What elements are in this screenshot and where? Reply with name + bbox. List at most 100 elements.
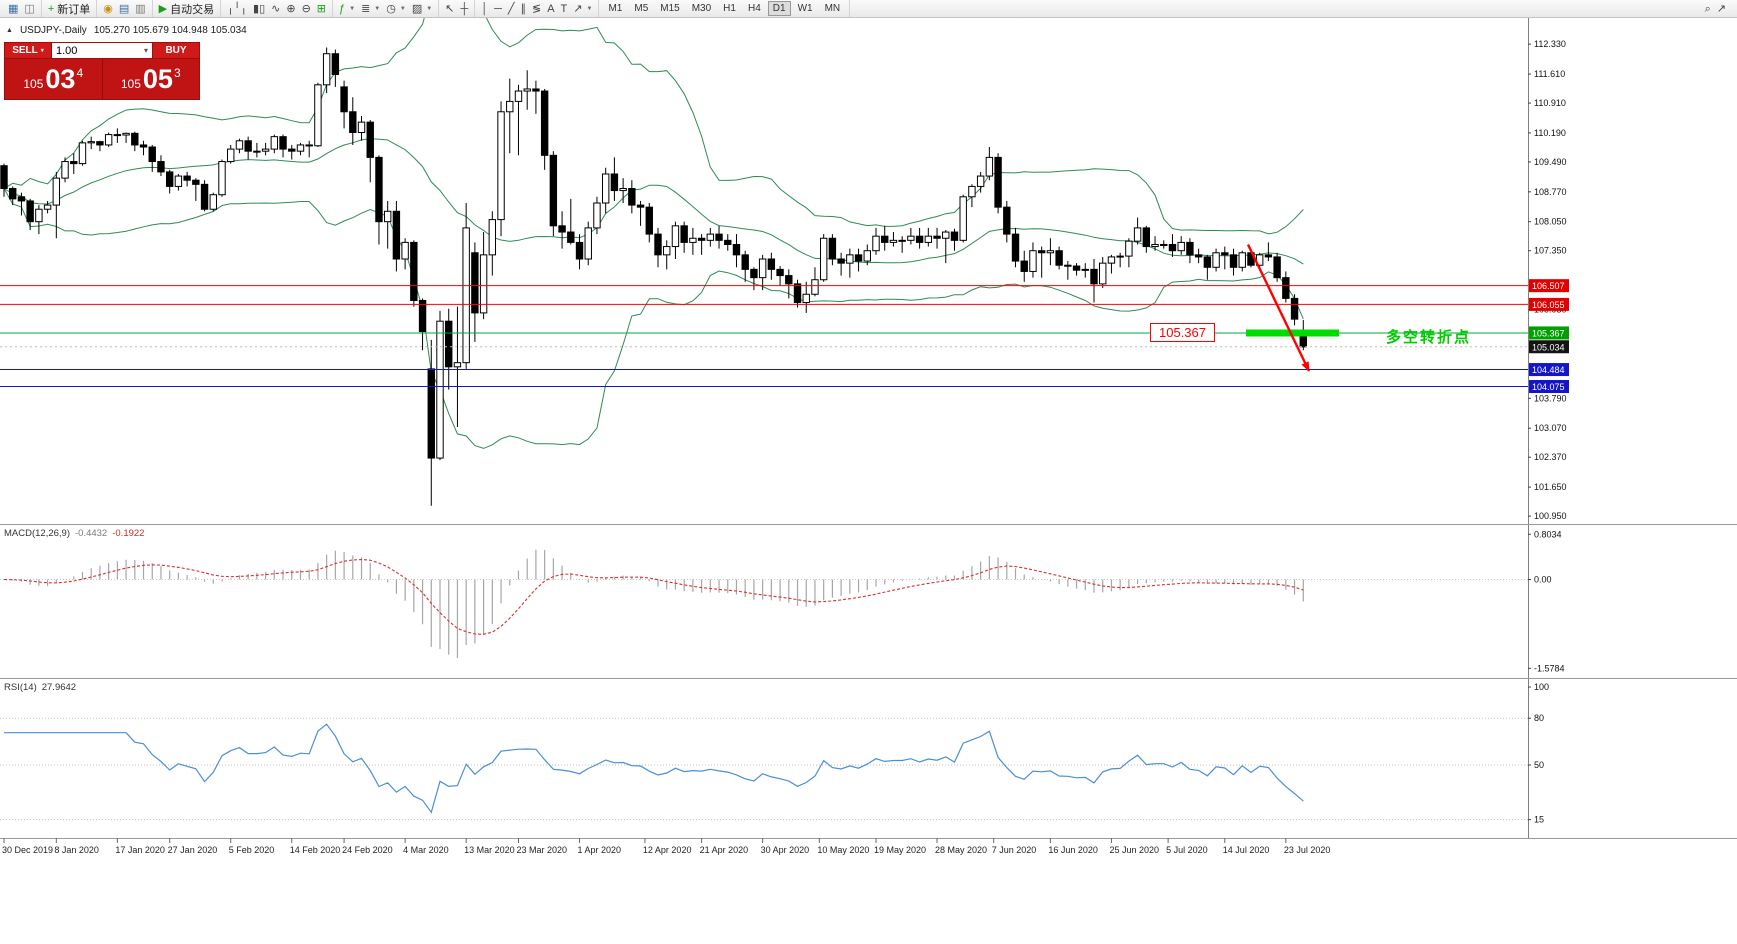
navigator-button[interactable]: ◉	[100, 1, 116, 17]
trade-panel-prices: 105 03 4 105 05 3	[4, 59, 200, 100]
profiles-button[interactable]: ◫	[21, 1, 37, 17]
macd-signal-line	[3, 558, 1304, 635]
autotrading-button-icon: ▶	[158, 2, 168, 15]
vertical-line-button[interactable]: │	[478, 1, 491, 17]
price-chart-canvas[interactable]: 112.330 111.610 110.910 110.190 109.490 108.7…	[0, 18, 1737, 944]
cursor-button[interactable]: ↖	[442, 1, 457, 17]
candle-body	[1203, 256, 1212, 268]
candle-body	[1107, 256, 1116, 264]
vertical-line-button-icon: │	[481, 2, 489, 15]
templates-button-dropdown-icon[interactable]: ▼	[426, 5, 433, 12]
candle-body	[1160, 243, 1168, 246]
terminal-button[interactable]: ▤	[116, 1, 132, 17]
channel-button[interactable]: ∥	[517, 1, 529, 17]
text-button[interactable]: A	[544, 1, 557, 17]
candle-body	[558, 225, 566, 233]
candle-body	[689, 237, 697, 243]
volume-value[interactable]: 1.00	[56, 44, 78, 57]
timeframe-d1-button[interactable]: D1	[767, 1, 791, 16]
timeframe-mn-button[interactable]: MN	[824, 3, 841, 14]
market-watch-button[interactable]: ▥	[132, 1, 148, 17]
toolbar-right-group: ⌕ ↗	[1702, 1, 1735, 17]
tile-windows-button[interactable]: ⊞	[314, 1, 329, 17]
sell-button[interactable]: SELL ▾	[4, 42, 52, 59]
price-badge	[1529, 326, 1569, 340]
timeframe-h1-button[interactable]: H1	[723, 3, 736, 14]
crosshair-button[interactable]: ┼	[457, 1, 471, 17]
candle-body	[17, 196, 26, 202]
templates-button[interactable]: ▨ ▼	[409, 1, 435, 17]
objects-list-button[interactable]: ≣ ▼	[358, 1, 383, 17]
candle-body	[994, 156, 1002, 208]
annotation-price-box[interactable]: 105.367	[1150, 322, 1215, 342]
candle-body	[802, 293, 810, 304]
main-toolbar: ▦ ◫ + 新订单 ◉ ▤ ▥ ▶ 自动交易 ╷╵╷ ▮▯ ∿ ⊕ ⊖ ⊞ ƒ ▼ ≣ ▼ ◷ ▼ ▨ ▼ ↖ ┼ │ ─ ╱ ∥ ≶ A T…	[0, 0, 1737, 18]
arrows-button-dropdown-icon[interactable]: ▼	[586, 5, 593, 12]
trendline-button[interactable]: ╱	[505, 1, 518, 17]
candle-body	[1264, 254, 1273, 258]
timeframe-m30-button[interactable]: M30	[691, 3, 712, 14]
zoom-in-button[interactable]: ⊕	[283, 1, 298, 17]
candlestick-chart-button[interactable]: ▮▯	[250, 1, 268, 17]
indicators-button[interactable]: ƒ ▼	[336, 1, 358, 17]
profiles-button-icon: ◫	[24, 2, 35, 15]
volume-field[interactable]: 1.00 ▾	[52, 42, 152, 59]
date-label: 21 Apr 2020	[700, 845, 749, 855]
cursor-group: ↖ ┼	[439, 0, 476, 17]
candle-body	[305, 144, 313, 147]
line-chart-button[interactable]: ∿	[268, 1, 283, 17]
timeframe-m5-button[interactable]: M5	[634, 3, 649, 14]
new-chart-button[interactable]: ▦	[5, 1, 21, 17]
volume-dropdown-icon[interactable]: ▾	[143, 46, 148, 55]
candle-body	[1020, 260, 1028, 272]
candle-body	[418, 299, 427, 333]
text-label-button[interactable]: T	[558, 1, 571, 17]
periods-button[interactable]: ◷ ▼	[383, 1, 409, 17]
candle-body	[462, 227, 470, 364]
candle-body	[1273, 256, 1281, 279]
candle-body	[1168, 243, 1177, 252]
quick-nav-button[interactable]: ↗	[1714, 1, 1729, 17]
candle-body	[165, 171, 174, 187]
candle-body	[244, 140, 252, 152]
timeframe-m1-button[interactable]: M1	[608, 3, 623, 14]
autotrading-button[interactable]: ▶ 自动交易	[156, 1, 217, 17]
date-label: 4 Mar 2020	[403, 845, 449, 855]
sell-dropdown-icon[interactable]: ▾	[40, 48, 44, 54]
buy-price[interactable]: 105 05 3	[103, 59, 200, 99]
candle-body	[131, 132, 139, 146]
rsi-name: RSI(14)	[4, 682, 37, 693]
periods-button-dropdown-icon[interactable]: ▼	[399, 5, 406, 12]
fibonacci-button[interactable]: ≶	[529, 1, 544, 17]
buy-button[interactable]: BUY	[152, 42, 200, 59]
timeframe-w1-button[interactable]: W1	[797, 3, 813, 14]
sell-price[interactable]: 105 03 4	[5, 59, 103, 99]
date-label: 7 Jun 2020	[992, 845, 1037, 855]
arrows-button[interactable]: ↗ ▼	[570, 1, 595, 17]
horizontal-line-button[interactable]: ─	[491, 1, 505, 17]
zoom-out-button[interactable]: ⊖	[299, 1, 314, 17]
candle-body	[1046, 250, 1055, 254]
candle-body	[35, 208, 43, 223]
bar-chart-button[interactable]: ╷╵╷	[224, 1, 250, 17]
candle-body	[1229, 254, 1238, 268]
annotation-turning-point-text[interactable]: 多空转折点	[1386, 329, 1472, 347]
one-click-collapse-icon[interactable]: ▲	[6, 27, 13, 34]
tools-group: ƒ ▼ ≣ ▼ ◷ ▼ ▨ ▼	[333, 0, 440, 17]
candle-body	[1055, 250, 1063, 266]
candle-body	[70, 161, 78, 165]
price-badge	[1529, 279, 1569, 293]
objects-list-button-dropdown-icon[interactable]: ▼	[374, 5, 381, 12]
timeframe-h4-button[interactable]: H4	[747, 3, 761, 14]
quick-search-button[interactable]: ⌕	[1702, 1, 1714, 17]
new-order-button[interactable]: + 新订单	[45, 1, 93, 17]
candle-body	[819, 237, 828, 281]
candle-body	[1212, 252, 1220, 268]
indicators-button-dropdown-icon[interactable]: ▼	[349, 5, 356, 12]
candle-body	[96, 141, 104, 146]
candle-body	[767, 258, 776, 270]
date-label: 8 Jan 2020	[54, 845, 99, 855]
draw-group: │ ─ ╱ ∥ ≶ A T ↗ ▼	[475, 0, 600, 17]
timeframe-m15-button[interactable]: M15	[660, 3, 680, 14]
scale-tick-label: 110.190	[1534, 128, 1566, 138]
